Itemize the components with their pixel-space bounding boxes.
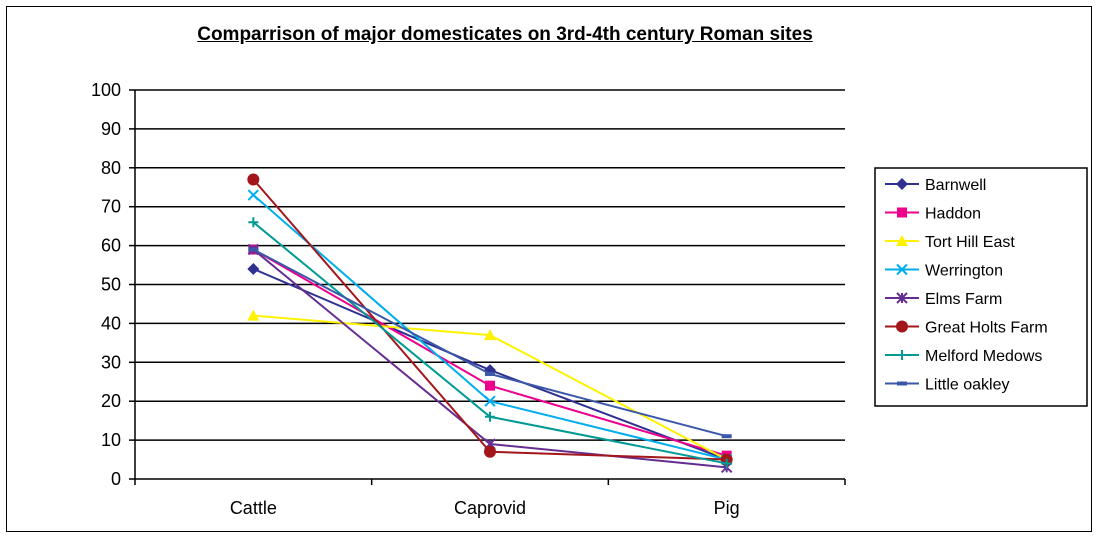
- y-tick-label: 10: [101, 430, 121, 450]
- y-axis-ticks: 0 10 20 30 40 50 60 70 80 90 100: [91, 80, 135, 489]
- data-point: [897, 207, 907, 218]
- data-point: [896, 292, 908, 304]
- data-point: [248, 217, 259, 228]
- y-tick-label: 20: [101, 391, 121, 411]
- y-tick-label: 0: [111, 469, 121, 489]
- legend-label: Tort Hill East: [925, 234, 1015, 251]
- legend-label: Barnwell: [925, 177, 986, 194]
- y-tick-label: 80: [101, 158, 121, 178]
- legend: Barnwell Haddon Tort Hill East Werrington El…: [874, 167, 1088, 407]
- data-point: [484, 395, 496, 407]
- legend-label: Great Holts Farm: [925, 320, 1048, 337]
- data-point: [484, 329, 496, 341]
- x-axis-ticks: Cattle Caprovid Pig: [134, 479, 846, 518]
- data-point: [721, 434, 732, 439]
- legend-item: Elms Farm: [885, 291, 1002, 308]
- data-point: [721, 458, 732, 469]
- series-melford-medows: [248, 217, 732, 469]
- y-tick-label: 30: [101, 352, 121, 372]
- legend-label: Werrington: [925, 263, 1003, 280]
- legend-label: Melford Medows: [925, 348, 1042, 365]
- data-point: [247, 262, 260, 275]
- legend-item: Great Holts Farm: [885, 320, 1048, 337]
- legend-item: Melford Medows: [885, 348, 1042, 365]
- y-tick-label: 40: [101, 313, 121, 333]
- y-tick-label: 70: [101, 197, 121, 217]
- y-tick-label: 60: [101, 236, 121, 256]
- data-point: [896, 178, 908, 190]
- series-line: [252, 248, 727, 438]
- legend-label: Little oakley: [925, 377, 1010, 394]
- data-point: [896, 263, 908, 276]
- x-tick-label: Pig: [714, 498, 740, 518]
- data-point: [896, 235, 908, 246]
- data-point: [248, 247, 259, 252]
- data-point: [896, 320, 908, 333]
- series-line: [252, 221, 727, 465]
- data-point: [247, 309, 260, 321]
- data-point: [484, 445, 496, 458]
- legend-box: [874, 167, 1088, 407]
- legend-item: Tort Hill East: [885, 234, 1015, 251]
- data-point: [247, 173, 260, 186]
- data-point: [485, 411, 495, 422]
- data-point: [485, 371, 495, 376]
- data-point: [897, 350, 907, 360]
- y-tick-label: 100: [91, 80, 121, 100]
- legend-item: Haddon: [885, 206, 981, 223]
- data-point: [485, 380, 495, 391]
- x-tick-label: Cattle: [230, 498, 277, 518]
- legend-item: Barnwell: [885, 177, 986, 194]
- series-great-holts-farm: [247, 173, 733, 466]
- legend-item: Werrington: [885, 263, 1003, 280]
- y-tick-label: 50: [101, 275, 121, 295]
- data-point: [247, 189, 260, 201]
- legend-item: Little oakley: [885, 377, 1010, 394]
- data-point: [897, 381, 907, 386]
- legend-label: Elms Farm: [925, 291, 1002, 308]
- x-tick-label: Caprovid: [454, 498, 526, 518]
- y-tick-label: 90: [101, 119, 121, 139]
- series-little-oakley: [248, 247, 732, 439]
- legend-label: Haddon: [925, 206, 981, 223]
- series-group: [247, 173, 733, 474]
- chart-title: Comparrison of major domesticates on 3rd…: [197, 24, 813, 45]
